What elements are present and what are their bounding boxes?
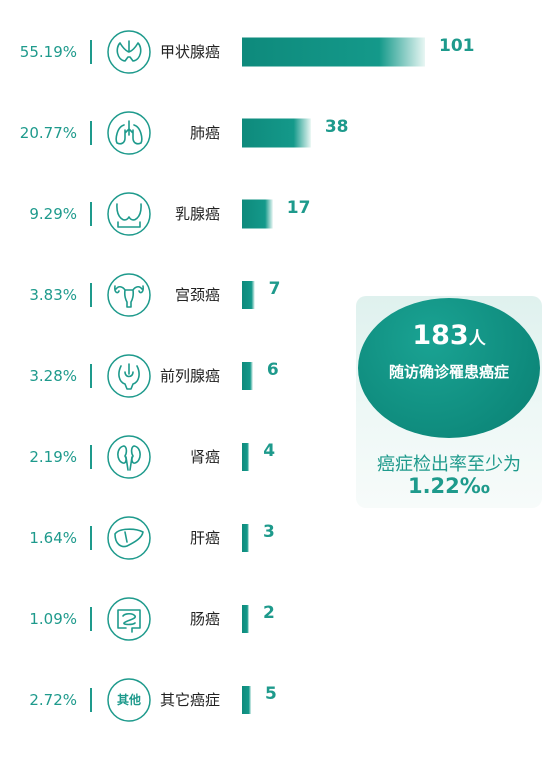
kidney-icon <box>107 435 151 479</box>
value-label: 17 <box>287 198 311 218</box>
category-label: 肾癌 <box>190 448 220 466</box>
value-label: 2 <box>263 603 275 623</box>
rate-label: 癌症检出率至少为 <box>377 454 521 475</box>
percentage-label: 3.28% <box>29 367 77 385</box>
percentage-label: 2.19% <box>29 448 77 466</box>
breast-icon <box>107 192 151 236</box>
bar <box>242 118 311 148</box>
bar <box>242 443 250 471</box>
percentage-label: 9.29% <box>29 205 77 223</box>
prostate-icon <box>107 354 151 398</box>
liver-icon <box>107 516 151 560</box>
row-5: 3.28% 前列腺癌 6 <box>29 354 279 398</box>
value-label: 4 <box>263 441 275 461</box>
row-4: 3.83% 宫颈癌 7 <box>29 273 281 317</box>
value-label: 6 <box>267 360 279 380</box>
row-7: 1.64% 肝癌 3 <box>29 516 275 560</box>
category-label: 前列腺癌 <box>160 367 220 385</box>
count-unit: 人 <box>468 329 486 349</box>
bar <box>242 362 253 390</box>
other-icon: 其他 <box>107 678 151 722</box>
bar <box>242 37 425 67</box>
row-3: 9.29% 乳腺癌 17 <box>29 192 311 236</box>
summary-count: 183人 <box>358 320 540 351</box>
intestine-icon <box>107 597 151 641</box>
row-9: 2.72% 其他 其它癌症 5 <box>29 678 277 722</box>
rate-value: 1.22‰ <box>407 474 491 498</box>
category-label: 其它癌症 <box>160 691 220 709</box>
value-label: 101 <box>439 36 475 56</box>
percentage-label: 1.64% <box>29 529 77 547</box>
bar <box>242 524 249 552</box>
category-label: 宫颈癌 <box>175 286 220 304</box>
value-label: 5 <box>265 684 277 704</box>
summary-circle: 183人 随访确诊罹患癌症 <box>358 298 540 438</box>
category-label: 乳腺癌 <box>175 205 220 223</box>
count-number: 183 <box>412 320 469 351</box>
summary-description: 随访确诊罹患癌症 <box>388 363 509 381</box>
value-label: 3 <box>263 522 275 542</box>
bar <box>242 199 273 229</box>
percentage-label: 20.77% <box>20 124 77 142</box>
row-6: 2.19% 肾癌 4 <box>29 435 275 479</box>
percentage-label: 2.72% <box>29 691 77 709</box>
category-label: 肝癌 <box>190 529 220 547</box>
bar <box>242 686 252 714</box>
bar <box>242 605 249 633</box>
percentage-label: 3.83% <box>29 286 77 304</box>
row-8: 1.09% 肠癌 2 <box>29 597 275 641</box>
value-label: 7 <box>269 279 281 299</box>
svg-text:其他: 其他 <box>117 692 141 707</box>
bar <box>242 281 255 309</box>
thyroid-icon <box>107 30 151 74</box>
percentage-label: 1.09% <box>29 610 77 628</box>
value-label: 38 <box>325 117 349 137</box>
category-label: 甲状腺癌 <box>160 43 220 61</box>
lungs-icon <box>107 111 151 155</box>
category-label: 肺癌 <box>190 124 220 142</box>
summary-card: 183人 随访确诊罹患癌症 癌症检出率至少为 1.22‰ <box>356 296 542 508</box>
category-label: 肠癌 <box>190 610 220 628</box>
uterus-icon <box>107 273 151 317</box>
row-2: 20.77% 肺癌 38 <box>20 111 349 155</box>
percentage-label: 55.19% <box>20 43 77 61</box>
row-1: 55.19% 甲状腺癌 101 <box>20 30 475 74</box>
